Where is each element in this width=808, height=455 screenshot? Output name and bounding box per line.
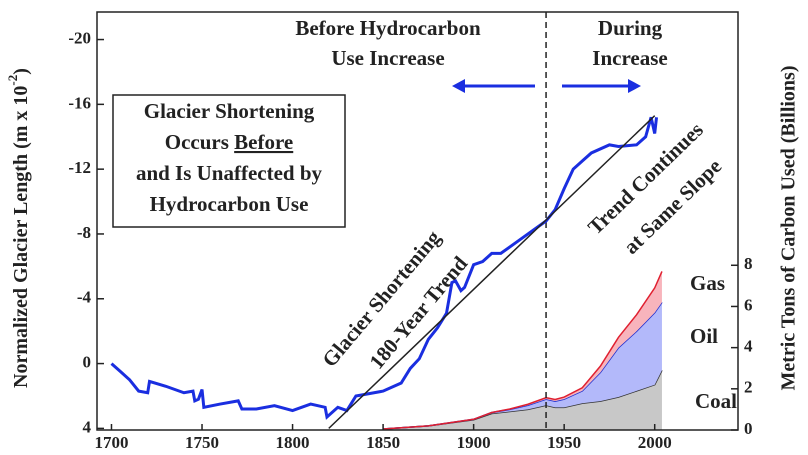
annotation: Use Increase <box>331 46 444 70</box>
x-tick-label: 2000 <box>638 433 672 452</box>
y-axis-label: ) <box>10 68 32 75</box>
series-label: Gas <box>690 271 725 295</box>
y2-tick-label: 4 <box>744 337 753 356</box>
annotation: During <box>598 16 663 40</box>
area <box>383 370 662 430</box>
annotation: Before Hydrocarbon <box>295 16 481 40</box>
y-tick-label: -20 <box>68 28 91 47</box>
x-tick-label: 1800 <box>276 433 310 452</box>
x-tick-label: 1750 <box>185 433 219 452</box>
y-tick-label: -4 <box>77 288 92 307</box>
y-axis-label: Normalized Glacier Length (m x 10 <box>10 86 32 388</box>
box-text: Glacier Shortening <box>144 99 315 123</box>
x-tick-label: 1900 <box>457 433 491 452</box>
box-text: Hydrocarbon Use <box>150 192 309 216</box>
y-tick-label: -16 <box>68 93 91 112</box>
series-label: Coal <box>695 389 737 413</box>
x-tick-label: 1700 <box>94 433 128 452</box>
trend-label: at Same Slope <box>619 154 726 259</box>
y-tick-label: -12 <box>68 158 91 177</box>
y-tick-label: 4 <box>83 417 92 436</box>
line <box>328 115 656 429</box>
arrow-head <box>452 79 465 93</box>
y-axis-label: Normalized Glacier Length (m x 10-2) <box>5 68 32 388</box>
y2-tick-label: 6 <box>744 295 753 314</box>
note-box <box>112 94 346 228</box>
plot-frame <box>96 11 739 431</box>
y-axis-label-sup: -2 <box>5 75 20 86</box>
y-tick-label: 0 <box>83 352 92 371</box>
box-text-underlined: Before <box>234 130 293 154</box>
y2-tick-label: 0 <box>744 419 753 438</box>
line <box>110 116 659 420</box>
area-line <box>383 271 663 430</box>
box-text: Occurs <box>165 130 229 154</box>
box-text: and Is Unaffected by <box>136 161 323 185</box>
y2-tick-label: 8 <box>744 254 753 273</box>
arrow-head <box>628 79 641 93</box>
annotation: Increase <box>592 46 667 70</box>
area <box>383 302 662 429</box>
series-label: Oil <box>690 324 718 348</box>
x-tick-label: 1850 <box>366 433 400 452</box>
x-tick-label: 1950 <box>547 433 581 452</box>
y-tick-label: -8 <box>77 223 91 242</box>
y2-tick-label: 2 <box>744 378 753 397</box>
box-text: Occurs Before <box>165 130 294 154</box>
y2-axis-label: Metric Tons of Carbon Used (Billions) <box>778 65 800 390</box>
